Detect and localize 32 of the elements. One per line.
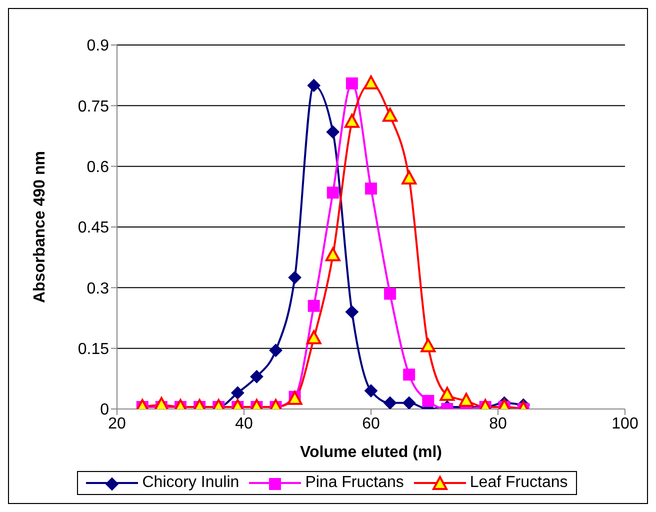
point bbox=[458, 392, 474, 407]
y-tick-label: 0.3 bbox=[86, 280, 110, 298]
x-tick-label: 20 bbox=[108, 415, 126, 432]
y-tick-label: 0.9 bbox=[86, 38, 110, 55]
point bbox=[306, 330, 322, 344]
y-tick-label: 0.6 bbox=[86, 159, 110, 176]
y-tick-label: 0.45 bbox=[78, 220, 110, 237]
legend-label: Leaf Fructans bbox=[470, 474, 568, 492]
x-tick-label: 60 bbox=[362, 415, 380, 432]
point bbox=[307, 78, 320, 92]
point bbox=[382, 108, 398, 122]
y-tick-label: 0.15 bbox=[78, 341, 110, 358]
point bbox=[326, 125, 340, 138]
point bbox=[344, 114, 360, 128]
point bbox=[364, 75, 378, 90]
x-axis-title: Volume eluted (ml) bbox=[300, 444, 442, 461]
point bbox=[325, 247, 340, 262]
point bbox=[326, 186, 339, 199]
x-tick-label: 80 bbox=[489, 415, 507, 432]
point bbox=[154, 396, 169, 409]
x-tick-label: 100 bbox=[612, 415, 638, 432]
y-axis-title: Absorbance 490 nm bbox=[32, 150, 49, 304]
point bbox=[402, 170, 417, 184]
point bbox=[365, 182, 377, 195]
point bbox=[440, 386, 455, 401]
y-tick-label: 0 bbox=[100, 402, 110, 419]
legend-label: Chicory Inulin bbox=[142, 474, 240, 492]
point bbox=[420, 338, 436, 352]
x-tick-label: 40 bbox=[235, 415, 253, 432]
y-tick-label: 0.75 bbox=[78, 98, 110, 116]
point bbox=[346, 77, 358, 90]
legend-label: Pina Fructans bbox=[305, 474, 404, 492]
